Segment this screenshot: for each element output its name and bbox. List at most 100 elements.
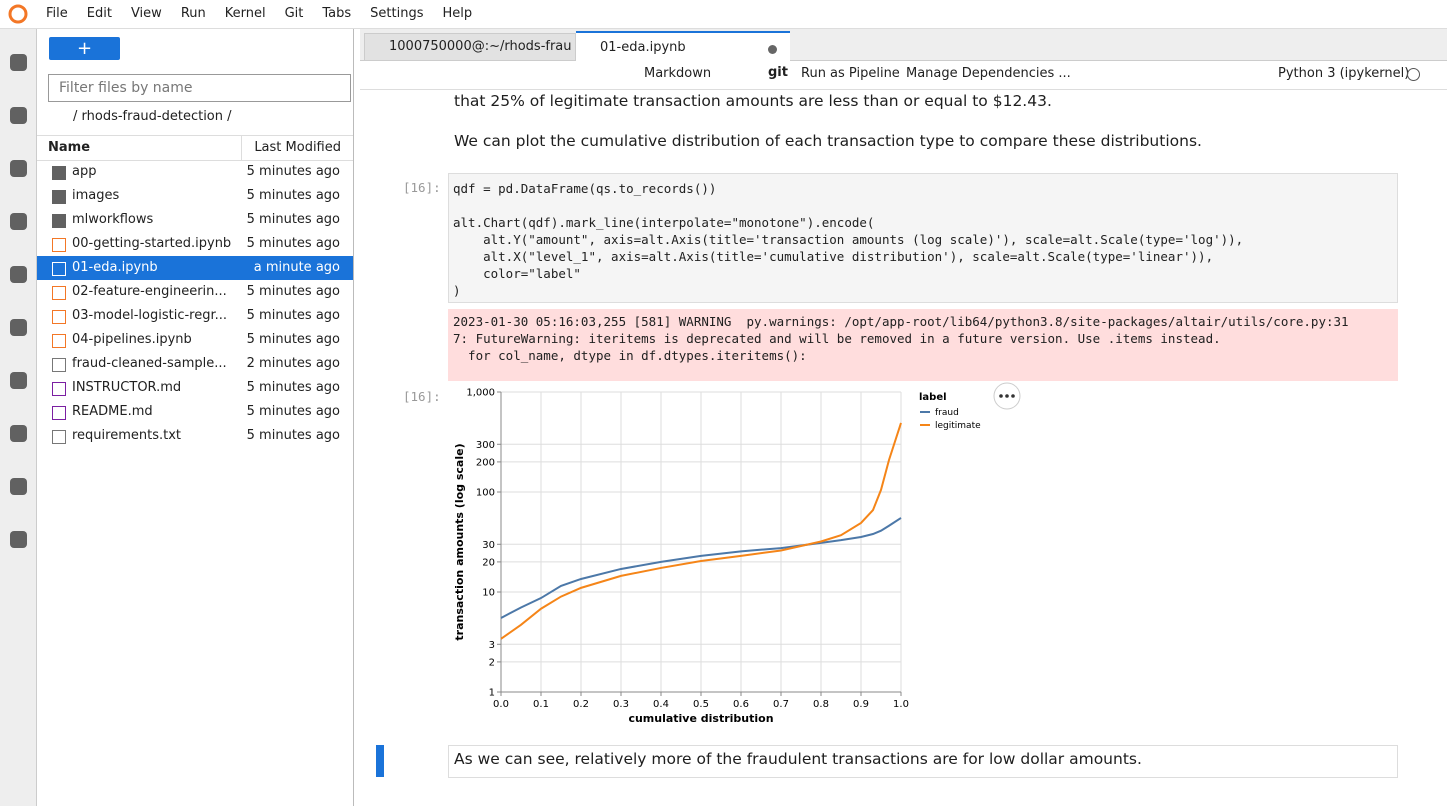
code-line: alt.Chart(qdf).mark_line(interpolate="mo… (453, 215, 875, 230)
tab-label: 1000750000@:~/rhods-frau (389, 39, 572, 54)
file-icon (52, 166, 66, 180)
x-tick-label: 0.5 (693, 699, 709, 710)
x-axis-title: cumulative distribution (628, 712, 773, 725)
file-icon (52, 214, 66, 228)
activity-icon[interactable] (10, 425, 27, 442)
code-cell[interactable]: qdf = pd.DataFrame(qs.to_records()) alt.… (448, 173, 1398, 303)
menu-item[interactable]: Kernel (224, 6, 266, 21)
file-icon (52, 358, 66, 372)
file-row[interactable]: INSTRUCTOR.md 5 minutes ago (37, 376, 353, 400)
y-tick-label: 1 (489, 688, 495, 699)
y-tick-label: 200 (476, 457, 495, 468)
file-modified: 5 minutes ago (246, 236, 340, 251)
y-tick-label: 300 (476, 440, 495, 451)
menu-item[interactable]: Run (180, 6, 206, 21)
file-modified: 5 minutes ago (246, 212, 340, 227)
kernel-status (1407, 68, 1420, 81)
kernel-name[interactable]: Python 3 (ipykernel) (1278, 66, 1410, 81)
input-prompt: [16]: (403, 180, 441, 195)
menu-item[interactable]: View (130, 6, 162, 21)
line-series (500, 517, 902, 619)
run-pipeline-button[interactable]: Run as Pipeline (801, 66, 900, 81)
new-launcher-button[interactable]: + (49, 37, 120, 60)
menu-item[interactable]: Git (284, 6, 304, 21)
file-row[interactable]: requirements.txt 5 minutes ago (37, 424, 353, 448)
modified-header[interactable]: Last Modified (254, 140, 341, 155)
tab[interactable]: 1000750000@:~/rhods-frau (364, 33, 576, 61)
tab-active[interactable]: 01-eda.ipynb (576, 31, 790, 63)
file-row[interactable]: 03-model-logistic-regr... 5 minutes ago (37, 304, 353, 328)
file-name: 01-eda.ipynb (72, 260, 158, 275)
notebook-area: 1000750000@:~/rhods-frau 01-eda.ipynb Ma… (360, 29, 1447, 806)
activity-icon[interactable] (10, 372, 27, 389)
code-line: alt.Y("amount", axis=alt.Axis(title='tra… (453, 232, 1244, 247)
file-icon (52, 286, 66, 300)
tab-bar: 1000750000@:~/rhods-frau 01-eda.ipynb (360, 29, 1447, 63)
file-modified: 5 minutes ago (246, 404, 340, 419)
x-tick-label: 0.0 (493, 699, 509, 710)
file-name: 02-feature-engineerin... (72, 284, 227, 299)
file-icon (52, 430, 66, 444)
y-tick-label: 3 (489, 640, 495, 651)
file-modified: 5 minutes ago (246, 284, 340, 299)
output-prompt: [16]: (403, 389, 441, 404)
file-name: 03-model-logistic-regr... (72, 308, 228, 323)
x-tick-label: 0.3 (613, 699, 629, 710)
file-name: mlworkflows (72, 212, 154, 227)
file-row[interactable]: 04-pipelines.ipynb 5 minutes ago (37, 328, 353, 352)
file-name: app (72, 164, 97, 179)
menu-item[interactable]: Edit (86, 6, 112, 21)
filter-input[interactable]: Filter files by name (48, 74, 351, 102)
file-row[interactable]: 02-feature-engineerin... 5 minutes ago (37, 280, 353, 304)
file-icon (52, 190, 66, 204)
activity-icon[interactable] (10, 107, 27, 124)
stderr-output: 2023-01-30 05:16:03,255 [581] WARNING py… (448, 309, 1398, 381)
file-name: 04-pipelines.ipynb (72, 332, 192, 347)
file-row[interactable]: README.md 5 minutes ago (37, 400, 353, 424)
file-icon (52, 406, 66, 420)
file-row[interactable]: mlworkflows 5 minutes ago (37, 208, 353, 232)
activity-icon[interactable] (10, 54, 27, 71)
markdown-text: that 25% of legitimate transaction amoun… (454, 92, 1052, 110)
activity-icon[interactable] (10, 478, 27, 495)
y-tick-label: 30 (482, 540, 495, 551)
file-row[interactable]: 01-eda.ipynb a minute ago (37, 256, 353, 280)
code-line: ) (453, 283, 461, 298)
code-line: color="label" (453, 266, 581, 281)
name-header[interactable]: Name (48, 140, 91, 155)
breadcrumb[interactable]: / rhods-fraud-detection / (73, 109, 232, 124)
file-icon (52, 262, 66, 276)
dependencies-button[interactable]: Manage Dependencies ... (906, 66, 1071, 81)
menu-item[interactable]: File (46, 6, 68, 21)
menu-item[interactable]: Tabs (322, 6, 352, 21)
file-icon (52, 310, 66, 324)
markdown-text: As we can see, relatively more of the fr… (454, 750, 1142, 768)
file-row[interactable]: fraud-cleaned-sample... 2 minutes ago (37, 352, 353, 376)
menu-item[interactable]: Settings (370, 6, 424, 21)
file-modified: 2 minutes ago (246, 356, 340, 371)
git-button[interactable]: git (768, 65, 788, 80)
activity-icon[interactable] (10, 319, 27, 336)
dirty-indicator (768, 45, 777, 54)
activity-icon[interactable] (10, 266, 27, 283)
file-row[interactable]: 00-getting-started.ipynb 5 minutes ago (37, 232, 353, 256)
activity-icon[interactable] (10, 531, 27, 548)
stderr-line: 2023-01-30 05:16:03,255 [581] WARNING py… (453, 314, 1349, 329)
file-row[interactable]: app 5 minutes ago (37, 160, 353, 184)
file-row[interactable]: images 5 minutes ago (37, 184, 353, 208)
menu-item[interactable]: Help (442, 6, 473, 21)
x-tick-label: 0.2 (573, 699, 589, 710)
file-icon (52, 334, 66, 348)
file-name: fraud-cleaned-sample... (72, 356, 227, 371)
activity-icon[interactable] (10, 213, 27, 230)
markdown-cell[interactable]: As we can see, relatively more of the fr… (448, 745, 1398, 778)
y-tick-label: 10 (482, 588, 495, 599)
legend-label: legitimate (935, 421, 981, 431)
y-axis-title: transaction amounts (log scale) (453, 443, 466, 640)
cell-type-select[interactable]: Markdown (644, 66, 712, 81)
file-name: README.md (72, 404, 153, 419)
x-tick-label: 0.8 (813, 699, 829, 710)
file-modified: 5 minutes ago (246, 164, 340, 179)
activity-icon[interactable] (10, 160, 27, 177)
